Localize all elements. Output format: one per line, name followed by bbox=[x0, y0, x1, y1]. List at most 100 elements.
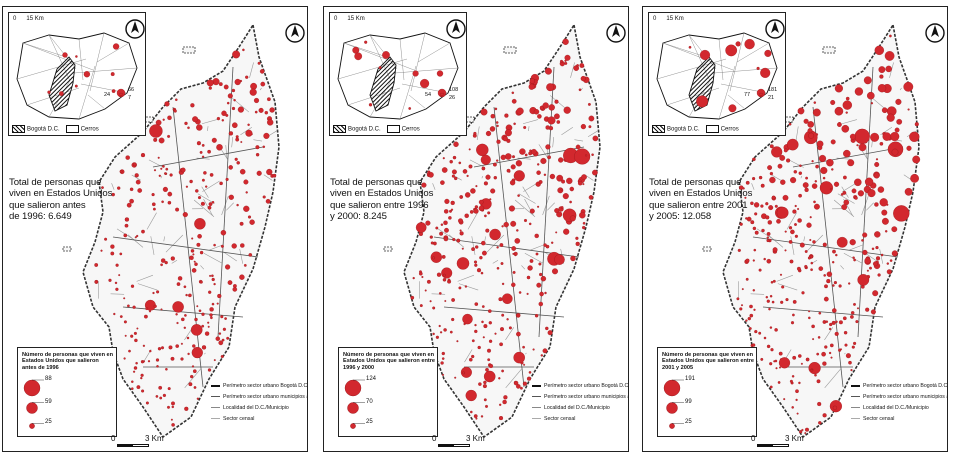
census-sector-line bbox=[171, 260, 178, 264]
population-dot bbox=[769, 385, 773, 389]
population-dot bbox=[816, 352, 820, 356]
population-dot bbox=[441, 254, 446, 259]
population-dot bbox=[838, 284, 842, 288]
population-dot bbox=[211, 137, 217, 143]
population-dot bbox=[135, 179, 141, 185]
population-dot bbox=[807, 121, 814, 128]
population-dot bbox=[552, 268, 558, 275]
population-dot bbox=[498, 416, 504, 421]
key-label: Perímetro sector urbano Bogotá D.C. bbox=[863, 382, 948, 389]
inset-dot bbox=[764, 49, 772, 57]
population-dot bbox=[881, 217, 889, 225]
population-dot bbox=[884, 51, 895, 61]
population-dot bbox=[875, 256, 881, 261]
population-dot bbox=[837, 122, 842, 127]
population-dot bbox=[556, 120, 561, 124]
population-dot bbox=[578, 88, 582, 92]
population-dot bbox=[185, 293, 188, 297]
census-sector-line bbox=[899, 87, 902, 91]
population-dot bbox=[231, 106, 236, 111]
inset-municipality-line bbox=[78, 65, 96, 120]
key-line-swatch bbox=[851, 418, 860, 419]
population-dot bbox=[862, 232, 868, 238]
population-dot bbox=[522, 381, 527, 386]
population-dot bbox=[529, 208, 535, 214]
population-dot bbox=[194, 317, 198, 322]
inset-legend-value-bottom: 26 bbox=[449, 95, 455, 101]
population-dot bbox=[156, 290, 160, 294]
inset-municipality-line bbox=[22, 42, 94, 71]
inset-region-map: 77 181 21 bbox=[656, 32, 778, 120]
population-dot bbox=[167, 115, 172, 121]
population-dot bbox=[832, 261, 835, 264]
svg-text:N: N bbox=[133, 33, 137, 39]
population-dot bbox=[157, 156, 160, 159]
population-dot bbox=[503, 395, 508, 400]
inset-dot bbox=[368, 103, 373, 107]
population-dot bbox=[443, 220, 448, 225]
population-dot bbox=[849, 239, 856, 246]
population-dot bbox=[806, 222, 812, 228]
population-dot bbox=[752, 157, 756, 162]
population-dot bbox=[118, 274, 121, 277]
population-dot bbox=[826, 279, 831, 284]
population-dot bbox=[769, 144, 774, 149]
population-dot bbox=[243, 205, 250, 212]
population-dot bbox=[563, 228, 570, 235]
population-dot bbox=[265, 198, 271, 204]
population-dot bbox=[441, 267, 453, 279]
population-dot bbox=[532, 348, 535, 351]
population-dot bbox=[811, 324, 815, 329]
census-sector-line bbox=[160, 175, 163, 179]
population-dot bbox=[247, 123, 250, 127]
population-dot bbox=[754, 230, 759, 235]
inset-municipality-line bbox=[394, 67, 459, 74]
population-dot bbox=[199, 280, 203, 284]
population-dot bbox=[826, 271, 833, 277]
population-dot bbox=[563, 106, 571, 114]
population-dot bbox=[465, 389, 477, 402]
population-dot bbox=[844, 343, 848, 347]
population-dot bbox=[487, 358, 491, 362]
population-dot bbox=[210, 316, 213, 320]
population-dot bbox=[181, 317, 185, 322]
population-dot bbox=[539, 272, 543, 277]
regional-inset-map: 24 66 7 0 15 Km Bogotá D.C. Cerros bbox=[8, 12, 146, 136]
inset-scale: 0 15 Km bbox=[13, 16, 44, 22]
population-dot bbox=[208, 290, 212, 294]
population-dot bbox=[786, 158, 791, 163]
census-sector-line bbox=[148, 159, 164, 168]
population-dot bbox=[259, 69, 265, 74]
population-dot bbox=[854, 178, 862, 187]
census-sector-line bbox=[505, 369, 522, 389]
population-dot bbox=[415, 222, 427, 233]
population-dot bbox=[440, 180, 445, 185]
population-dot bbox=[794, 234, 798, 238]
key-line-swatch bbox=[532, 384, 541, 387]
census-sector-line bbox=[530, 244, 544, 251]
population-dot bbox=[231, 243, 237, 249]
census-sector-line bbox=[259, 87, 262, 91]
population-dot bbox=[260, 81, 266, 87]
population-dot bbox=[792, 209, 797, 214]
population-dot bbox=[469, 210, 474, 214]
census-sector-line bbox=[771, 174, 781, 181]
population-dot bbox=[513, 380, 519, 386]
population-dot bbox=[540, 354, 543, 357]
population-dot bbox=[810, 368, 814, 372]
population-dot bbox=[456, 257, 470, 270]
population-dot bbox=[505, 153, 512, 160]
population-dot bbox=[861, 239, 864, 242]
population-dot bbox=[808, 132, 815, 139]
population-dot bbox=[874, 45, 885, 56]
population-dot bbox=[450, 208, 454, 211]
population-dot bbox=[474, 205, 479, 209]
population-dot bbox=[476, 143, 489, 157]
population-dot bbox=[737, 248, 741, 252]
inset-legend-value-left: 54 bbox=[425, 92, 431, 98]
population-dot bbox=[262, 195, 266, 199]
inset-municipality-line bbox=[718, 38, 724, 81]
population-dot bbox=[812, 240, 816, 244]
population-dot bbox=[780, 300, 784, 304]
population-dot bbox=[776, 218, 781, 224]
